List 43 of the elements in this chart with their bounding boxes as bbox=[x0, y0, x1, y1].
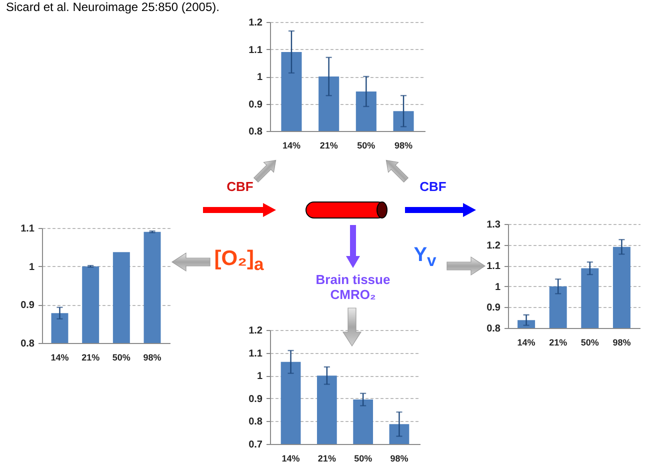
y-tick-label: 1.1 bbox=[248, 348, 263, 360]
y-tick-label: 1.3 bbox=[486, 220, 501, 230]
x-tick-label: 21% bbox=[82, 352, 100, 362]
x-tick-label: 98% bbox=[394, 140, 413, 150]
x-tick-label: 14% bbox=[282, 140, 300, 150]
y-tick-label: 1.2 bbox=[486, 240, 501, 252]
y-tick-label: 0.9 bbox=[486, 302, 501, 314]
x-tick-label: 50% bbox=[112, 352, 130, 362]
x-tick-label: 98% bbox=[612, 338, 631, 348]
x-tick-label: 50% bbox=[580, 338, 599, 348]
y-tick-label: 1.1 bbox=[486, 261, 501, 272]
y-tick-label: 1 bbox=[256, 72, 263, 83]
y-tick-label: 1.1 bbox=[248, 44, 263, 56]
y-tick-label: 1.2 bbox=[248, 18, 263, 28]
y-tick-label: 0.9 bbox=[20, 300, 35, 312]
y-tick-label: 1 bbox=[494, 282, 501, 293]
y-tick-label: 0.9 bbox=[248, 99, 263, 110]
y-tick-label: 0.8 bbox=[486, 324, 501, 334]
y-tick-label: 0.8 bbox=[248, 126, 263, 138]
text: Y$_{v}$ bbox=[414, 244, 436, 271]
y-tick-label: 0.9 bbox=[248, 394, 263, 405]
y-tick-label: 0.7 bbox=[248, 440, 263, 450]
x-tick-label: 21% bbox=[549, 338, 568, 348]
y-tick-label: 1 bbox=[28, 262, 35, 273]
y-tick-label: 1 bbox=[256, 371, 263, 382]
x-tick-label: 50% bbox=[354, 454, 372, 464]
x-tick-label: 98% bbox=[143, 352, 162, 362]
x-tick-label: 21% bbox=[320, 140, 338, 150]
text: [O₂]$_{a}$ bbox=[214, 247, 264, 276]
y-tick-label: 0.8 bbox=[248, 416, 263, 428]
y-tick-label: 1.2 bbox=[248, 326, 263, 336]
y-tick-label: 1.1 bbox=[20, 224, 35, 234]
text: Sicard et al. Neuroimage 25:850 (2005). bbox=[6, 0, 220, 14]
x-tick-label: 50% bbox=[357, 140, 376, 150]
x-tick-label: 21% bbox=[318, 454, 336, 464]
text: Brain tissue CMRO₂ bbox=[314, 272, 392, 302]
x-tick-label: 14% bbox=[50, 352, 69, 362]
x-tick-label: 98% bbox=[390, 454, 408, 464]
x-tick-label: 14% bbox=[282, 454, 300, 464]
x-tick-label: 14% bbox=[517, 338, 536, 348]
text: CBF bbox=[226, 179, 254, 194]
text: CBF bbox=[420, 179, 446, 194]
y-tick-label: 0.8 bbox=[20, 338, 35, 350]
